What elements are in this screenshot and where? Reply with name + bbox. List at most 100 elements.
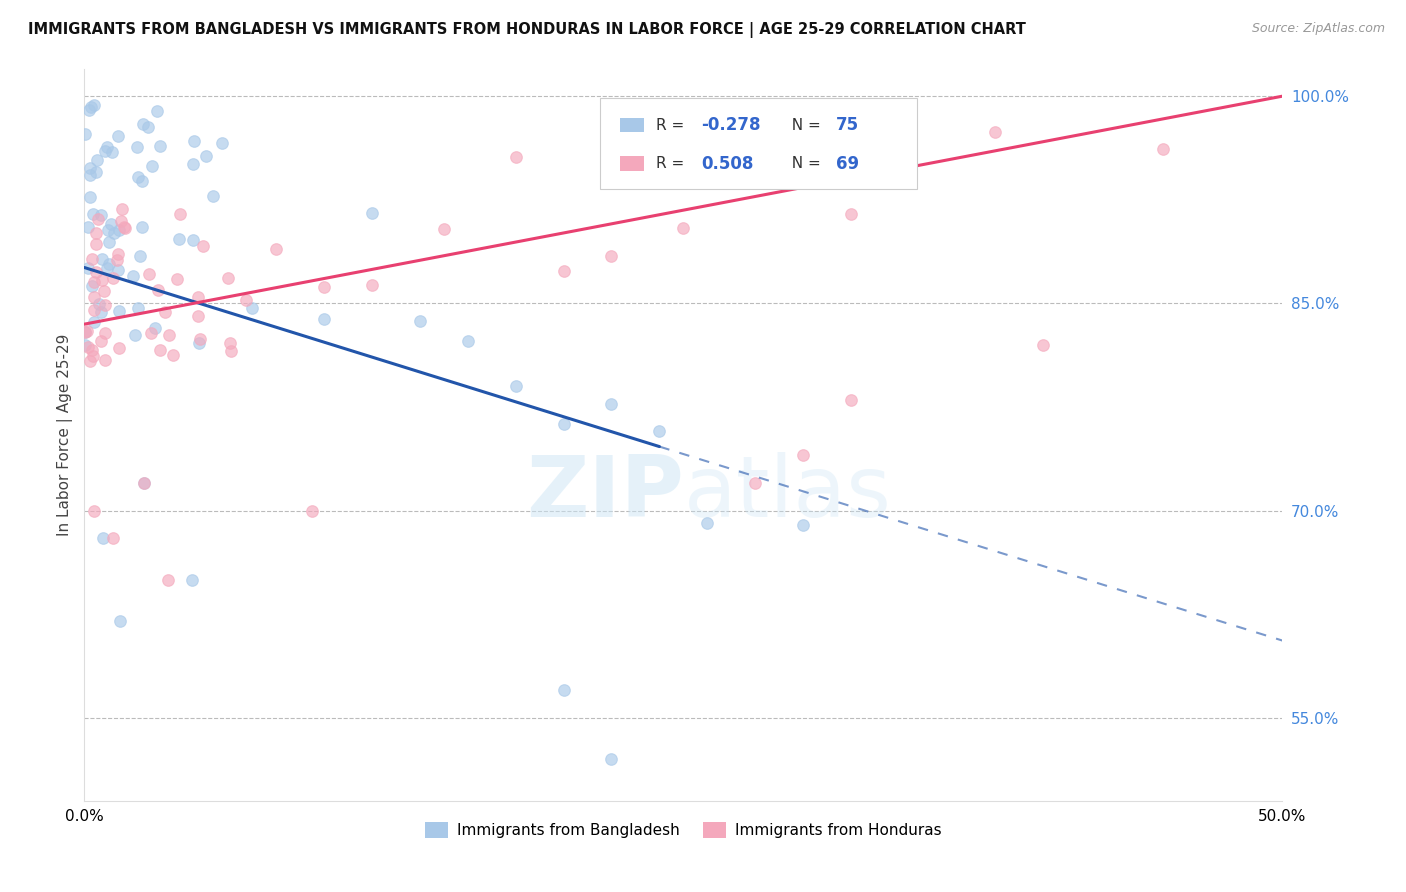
Point [221, 344, 243, 359]
Point [839, 207, 862, 221]
Point [83, 302, 105, 317]
Point [696, 516, 718, 530]
Point [114, 220, 136, 235]
Point [80, 343, 103, 357]
Point [107, 223, 129, 237]
Point [240, 301, 263, 316]
Point [100, 217, 122, 231]
Point [101, 271, 124, 285]
Point [75, 127, 97, 141]
Point [143, 320, 166, 334]
Point [83, 315, 105, 329]
Point [107, 263, 129, 277]
Point [127, 301, 149, 316]
Point [86, 211, 108, 226]
Point [217, 271, 239, 285]
Point [131, 219, 153, 234]
Point [166, 272, 188, 286]
FancyBboxPatch shape [599, 98, 917, 189]
Point [157, 328, 180, 343]
Point [146, 104, 169, 119]
Point [553, 264, 575, 278]
Point [136, 120, 159, 134]
Point [183, 134, 205, 148]
Point [76, 340, 98, 354]
Point [90, 252, 112, 267]
Point [83, 275, 105, 289]
FancyBboxPatch shape [620, 156, 644, 171]
Point [80, 100, 103, 114]
Point [312, 280, 335, 294]
Point [127, 169, 149, 184]
Point [181, 573, 204, 587]
Point [505, 378, 527, 392]
Point [110, 614, 132, 628]
Point [457, 334, 479, 348]
Text: Source: ZipAtlas.com: Source: ZipAtlas.com [1251, 22, 1385, 36]
Point [744, 476, 766, 491]
Text: ZIP: ZIP [526, 451, 683, 535]
Point [148, 343, 170, 357]
Point [672, 221, 695, 235]
Point [134, 476, 156, 491]
Point [129, 249, 152, 263]
Point [187, 309, 209, 323]
Point [134, 476, 156, 491]
Point [96, 140, 118, 154]
Text: 0.508: 0.508 [702, 155, 754, 173]
Point [183, 157, 205, 171]
Point [98, 257, 121, 271]
Point [1152, 142, 1174, 156]
Point [82, 349, 104, 363]
Point [79, 161, 101, 176]
Point [108, 303, 131, 318]
Y-axis label: In Labor Force | Age 25-29: In Labor Force | Age 25-29 [58, 334, 73, 536]
Point [127, 139, 149, 153]
Point [600, 752, 623, 766]
Point [107, 247, 129, 261]
Point [839, 393, 862, 408]
Point [1032, 338, 1054, 352]
Point [89, 296, 111, 310]
Point [146, 283, 169, 297]
Text: N =: N = [782, 118, 825, 133]
Point [169, 206, 191, 220]
Text: R =: R = [655, 156, 689, 171]
Point [76, 220, 98, 235]
Point [187, 290, 209, 304]
Point [211, 136, 233, 150]
Point [86, 227, 108, 241]
Point [553, 683, 575, 698]
Point [101, 532, 124, 546]
Point [153, 305, 176, 319]
Point [82, 207, 104, 221]
Point [80, 252, 103, 266]
Point [97, 223, 120, 237]
Point [94, 326, 117, 340]
Point [79, 354, 101, 368]
Point [107, 128, 129, 143]
Point [75, 337, 97, 351]
Point [83, 98, 105, 112]
Text: 69: 69 [835, 155, 859, 173]
Point [167, 231, 190, 245]
Point [188, 332, 211, 346]
Point [141, 160, 163, 174]
Point [301, 504, 323, 518]
Point [90, 305, 112, 319]
Point [101, 145, 124, 160]
Point [97, 235, 120, 249]
Point [105, 252, 128, 267]
Point [744, 167, 766, 181]
Text: N =: N = [782, 156, 825, 171]
Point [149, 138, 172, 153]
Point [93, 284, 115, 298]
Point [409, 314, 432, 328]
Point [984, 125, 1007, 139]
Point [96, 261, 118, 276]
Point [124, 327, 146, 342]
Point [201, 188, 224, 202]
Point [122, 269, 145, 284]
Point [193, 239, 215, 253]
Text: IMMIGRANTS FROM BANGLADESH VS IMMIGRANTS FROM HONDURAS IN LABOR FORCE | AGE 25-2: IMMIGRANTS FROM BANGLADESH VS IMMIGRANTS… [28, 22, 1026, 38]
